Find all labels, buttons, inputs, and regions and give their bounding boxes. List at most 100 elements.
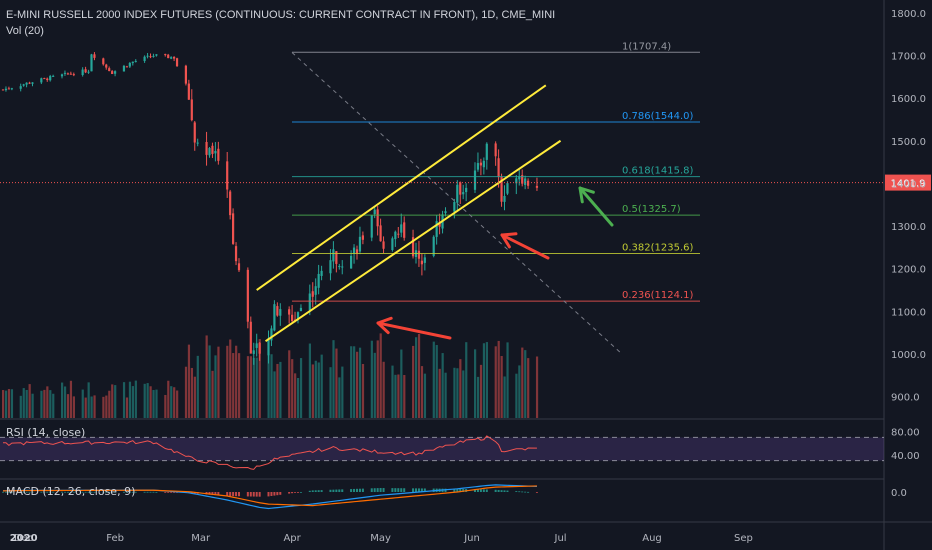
volume-bar: [217, 346, 220, 418]
macd-histogram-bar: [122, 491, 125, 493]
macd-histogram-bar: [521, 491, 524, 493]
candle-body: [81, 69, 84, 75]
volume-bar: [196, 355, 199, 418]
macd-histogram-bar: [506, 490, 509, 492]
volume-bar: [167, 380, 170, 418]
volume-bar: [7, 389, 11, 418]
time-tick-label: Jun: [463, 533, 480, 544]
candle-body: [438, 222, 441, 227]
candle-body: [358, 236, 362, 252]
volume-bar: [373, 352, 376, 418]
chart-title: E-MINI RUSSELL 2000 INDEX FUTURES (CONTI…: [6, 9, 556, 21]
time-tick-label: Dec: [14, 533, 33, 544]
rsi-tick-label: 40.00: [891, 451, 920, 462]
candle-body: [355, 249, 359, 254]
volume-bar: [61, 382, 64, 418]
candle-body: [149, 56, 152, 58]
candle-body: [10, 88, 13, 90]
macd-histogram-bar: [155, 491, 158, 493]
candle-body: [234, 246, 238, 262]
macd-histogram-bar: [31, 491, 34, 493]
volume-bar: [114, 385, 117, 418]
candle-body: [506, 183, 509, 194]
volume-bar: [187, 344, 191, 418]
volume-bar: [276, 363, 279, 418]
candle-body: [527, 180, 530, 186]
macd-signal-line: [2, 485, 537, 507]
volume-bar: [72, 396, 75, 418]
volume-bar: [149, 386, 152, 418]
candle-body: [485, 143, 488, 160]
volume-bar: [170, 386, 173, 418]
channel-upper-line: [256, 84, 547, 291]
macd-histogram-bar: [246, 492, 249, 497]
candle-body: [270, 328, 273, 341]
time-tick-label: Sep: [734, 533, 753, 544]
macd-histogram-bar: [417, 488, 420, 492]
macd-histogram-bar: [190, 492, 193, 494]
candle-body: [397, 233, 400, 235]
volume-bar: [294, 373, 297, 418]
candle-body: [66, 73, 69, 75]
price-tick-label: 1700.0: [891, 51, 926, 62]
macd-histogram-bar: [335, 489, 338, 492]
volume-bar: [46, 386, 49, 418]
volume-bar: [10, 389, 14, 418]
candle-body: [205, 141, 208, 155]
candle-body: [329, 260, 332, 274]
macd-histogram-bar: [131, 491, 134, 493]
candle-body: [432, 236, 435, 256]
volume-bar: [453, 367, 456, 418]
price-tick-label: 1400.0: [891, 179, 926, 190]
candle-body: [134, 60, 137, 62]
volume-bar: [49, 390, 52, 418]
candle-body: [497, 158, 500, 178]
volume-bar: [184, 366, 188, 418]
candle-body: [40, 78, 43, 83]
macd-histogram-bar: [46, 491, 49, 493]
macd-histogram-bar: [270, 492, 273, 496]
candle-body: [69, 73, 72, 75]
volume-bar: [152, 390, 155, 418]
macd-histogram-bar: [297, 492, 299, 493]
volume-bar: [105, 395, 108, 418]
macd-histogram-bar: [482, 489, 485, 492]
time-tick-label: Feb: [106, 533, 124, 544]
macd-histogram-bar: [397, 488, 400, 492]
candle-body: [173, 56, 176, 59]
volume-bar: [128, 381, 132, 418]
candle-body: [229, 191, 232, 216]
green-arrow-head: [578, 186, 595, 204]
volume-bar: [131, 386, 134, 418]
red-arrow-lower-head: [376, 316, 393, 335]
macd-histogram-bar: [291, 492, 294, 494]
volume-bar: [394, 374, 397, 418]
volume-bar: [412, 345, 415, 418]
candle-body: [476, 163, 480, 170]
volume-bar: [400, 349, 403, 418]
macd-histogram-bar: [415, 488, 417, 492]
macd-histogram-bar: [535, 492, 538, 493]
volume-bar: [370, 340, 373, 418]
macd-histogram-bar: [173, 492, 176, 493]
macd-histogram-bar: [152, 491, 155, 493]
macd-histogram-bar: [102, 491, 105, 493]
volume-bar: [232, 353, 235, 418]
rsi-band: [0, 437, 884, 461]
volume-bar: [246, 356, 250, 418]
volume-bar: [28, 384, 31, 418]
volume-bar: [235, 345, 238, 418]
candle-body: [453, 202, 456, 212]
macd-histogram-bar: [232, 492, 235, 497]
macd-histogram-bar: [258, 492, 261, 497]
volume-bar: [25, 389, 28, 418]
macd-histogram-bar: [314, 490, 317, 492]
candle-body: [93, 54, 96, 58]
candle-body: [190, 99, 193, 121]
time-tick-label: 2020: [10, 533, 38, 544]
macd-histogram-bar: [294, 492, 297, 493]
candle-body: [521, 175, 524, 184]
volume-bar: [40, 390, 43, 418]
candle-body: [335, 251, 338, 264]
